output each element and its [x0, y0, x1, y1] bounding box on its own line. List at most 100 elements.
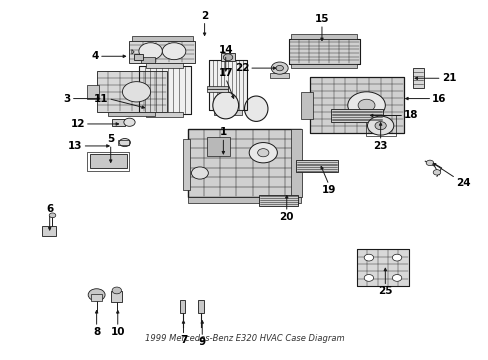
- Bar: [206, 89, 227, 92]
- Circle shape: [191, 167, 208, 179]
- Bar: [288, 39, 359, 64]
- Bar: [132, 36, 192, 41]
- Bar: [309, 77, 403, 133]
- Bar: [214, 110, 242, 116]
- Bar: [41, 226, 56, 236]
- Text: 25: 25: [377, 287, 392, 296]
- Text: 18: 18: [403, 111, 418, 121]
- Circle shape: [112, 287, 121, 294]
- Circle shape: [162, 43, 185, 60]
- Bar: [87, 85, 99, 99]
- Text: 24: 24: [455, 178, 469, 188]
- Text: 6: 6: [46, 204, 53, 213]
- Circle shape: [426, 160, 433, 166]
- Circle shape: [275, 66, 283, 71]
- Bar: [89, 154, 127, 168]
- Text: 14: 14: [218, 45, 233, 55]
- Circle shape: [88, 289, 105, 301]
- Bar: [206, 138, 230, 156]
- Text: 2: 2: [201, 11, 208, 21]
- Text: 16: 16: [431, 94, 446, 104]
- Bar: [182, 139, 189, 190]
- Bar: [206, 86, 227, 89]
- Bar: [188, 197, 300, 203]
- Bar: [291, 129, 301, 197]
- Circle shape: [122, 82, 150, 102]
- Bar: [134, 54, 142, 60]
- Text: 3: 3: [63, 94, 71, 104]
- Bar: [145, 112, 183, 117]
- Circle shape: [347, 92, 385, 119]
- Ellipse shape: [212, 92, 238, 119]
- Circle shape: [249, 143, 277, 163]
- Circle shape: [367, 116, 393, 135]
- Text: 11: 11: [94, 94, 108, 104]
- Bar: [291, 64, 356, 68]
- Text: 9: 9: [198, 337, 205, 347]
- Text: 4: 4: [91, 51, 99, 61]
- Circle shape: [49, 213, 56, 218]
- Text: 20: 20: [279, 212, 293, 222]
- Text: 7: 7: [180, 336, 187, 346]
- Bar: [91, 294, 102, 301]
- Text: 5: 5: [107, 134, 114, 144]
- Ellipse shape: [244, 96, 267, 121]
- Text: 8: 8: [93, 327, 100, 337]
- Polygon shape: [132, 49, 134, 54]
- Bar: [258, 195, 298, 206]
- Bar: [331, 109, 382, 122]
- Text: 10: 10: [110, 327, 125, 337]
- Bar: [291, 35, 356, 39]
- Text: 22: 22: [234, 63, 249, 73]
- Bar: [198, 300, 203, 314]
- Bar: [145, 63, 183, 68]
- Circle shape: [119, 139, 130, 147]
- Bar: [139, 66, 190, 114]
- Circle shape: [271, 62, 287, 74]
- Text: 17: 17: [218, 68, 233, 78]
- Circle shape: [364, 254, 373, 261]
- Circle shape: [432, 170, 440, 175]
- Bar: [118, 140, 129, 145]
- Circle shape: [139, 43, 162, 60]
- Bar: [356, 249, 408, 287]
- Bar: [356, 249, 408, 287]
- Text: 13: 13: [68, 141, 82, 151]
- Bar: [296, 160, 338, 172]
- Bar: [365, 115, 395, 136]
- Bar: [108, 112, 155, 116]
- Circle shape: [391, 275, 401, 281]
- Bar: [139, 66, 190, 114]
- Text: 23: 23: [373, 141, 387, 151]
- Text: 1999 Mercedes-Benz E320 HVAC Case Diagram: 1999 Mercedes-Benz E320 HVAC Case Diagra…: [144, 334, 344, 343]
- Bar: [111, 292, 122, 302]
- Circle shape: [357, 99, 374, 112]
- Circle shape: [364, 275, 373, 281]
- Bar: [188, 129, 300, 197]
- Bar: [129, 41, 195, 63]
- Circle shape: [123, 118, 135, 126]
- Text: 19: 19: [321, 185, 335, 195]
- Text: 12: 12: [70, 119, 85, 129]
- Bar: [270, 73, 288, 78]
- Circle shape: [391, 254, 401, 261]
- Bar: [111, 119, 124, 126]
- Bar: [141, 57, 155, 63]
- Text: 15: 15: [314, 14, 328, 24]
- Bar: [300, 92, 312, 119]
- Bar: [412, 68, 423, 89]
- Bar: [221, 53, 235, 61]
- Bar: [209, 60, 246, 111]
- Bar: [87, 152, 129, 171]
- Circle shape: [257, 149, 268, 157]
- Bar: [288, 39, 359, 64]
- Text: 21: 21: [441, 73, 455, 83]
- Bar: [209, 60, 246, 111]
- Bar: [97, 72, 167, 112]
- Bar: [188, 129, 300, 197]
- Circle shape: [223, 54, 232, 61]
- Bar: [180, 300, 185, 314]
- Text: 1: 1: [219, 127, 226, 138]
- Circle shape: [374, 122, 386, 130]
- Bar: [309, 77, 403, 133]
